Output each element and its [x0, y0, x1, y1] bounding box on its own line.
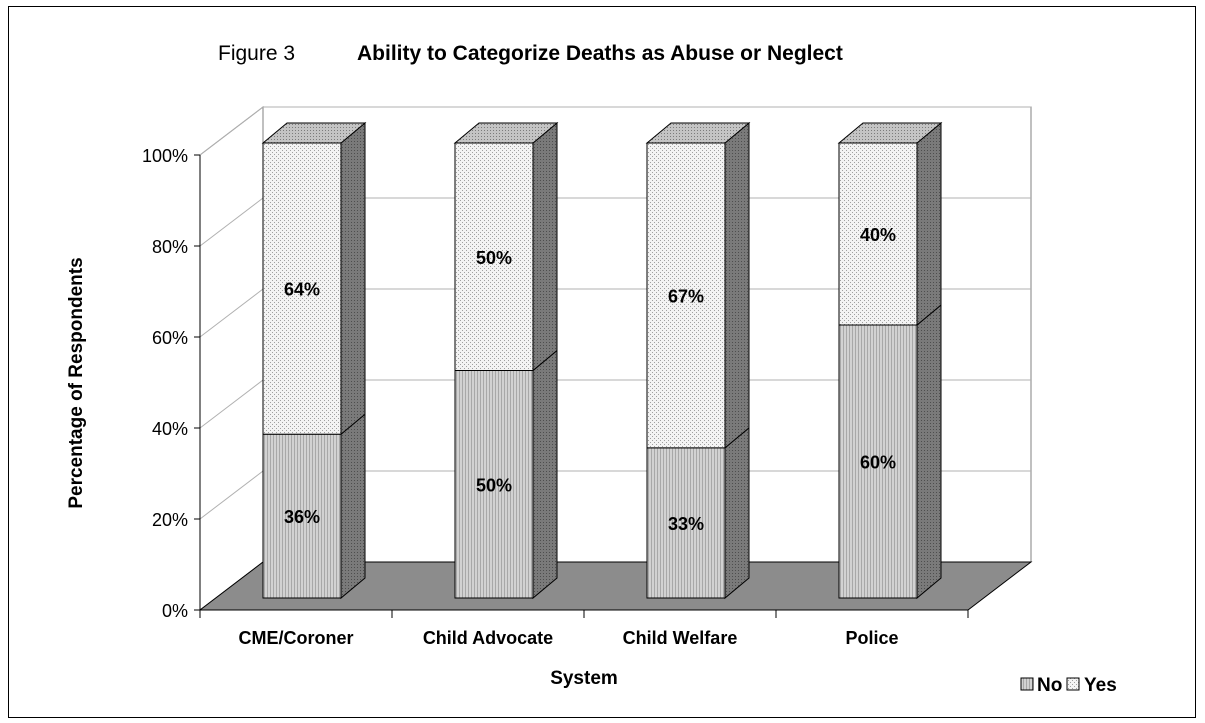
data-label: 60% — [860, 453, 896, 473]
bar-no-front — [262, 433, 342, 599]
bar-yes-side — [916, 121, 942, 327]
gridline-side — [199, 379, 264, 429]
legend-swatch-yes — [1066, 677, 1080, 691]
side-wall — [199, 105, 264, 612]
x-axis-title: System — [550, 668, 618, 689]
bar-no-front — [646, 447, 726, 599]
y-tick-label: 80% — [152, 237, 188, 257]
gridline-side — [199, 197, 264, 247]
bar-top — [837, 122, 943, 144]
data-label: 50% — [476, 475, 512, 495]
y-tick-label: 40% — [152, 419, 188, 439]
y-tick-label: 100% — [142, 146, 188, 166]
bar-yes-front — [262, 142, 342, 435]
bar-yes-side — [532, 121, 558, 372]
bar-yes-front — [838, 142, 918, 326]
y-tick-label: 20% — [152, 510, 188, 530]
bar-yes-side — [724, 121, 750, 449]
data-label: 36% — [284, 507, 320, 527]
data-label: 40% — [860, 225, 896, 245]
plot-area: 36% 64% 50% 50% 33% 67% 60% 40% — [198, 105, 1033, 612]
data-label: 50% — [476, 248, 512, 268]
legend-label-no: No — [1037, 675, 1062, 696]
gridline-side — [199, 288, 264, 338]
bar-yes-side — [340, 121, 366, 436]
gridline-side — [199, 106, 264, 156]
y-axis-title: Percentage of Respondents — [66, 257, 87, 508]
bar-no-front — [838, 324, 918, 599]
bar-no-front — [454, 370, 534, 599]
legend-label-yes: Yes — [1084, 675, 1117, 696]
x-tick-label: Child Welfare — [623, 628, 738, 648]
x-tick-label: CME/Coroner — [238, 628, 353, 648]
data-label: 64% — [284, 280, 320, 300]
y-tick-label: 60% — [152, 328, 188, 348]
bar-no-side — [724, 426, 750, 600]
y-tick-label: 0% — [162, 601, 188, 621]
legend: No Yes — [1020, 675, 1117, 696]
bar-top — [645, 122, 751, 144]
x-tick-label: Child Advocate — [423, 628, 553, 648]
figure-label: Figure 3 — [218, 42, 295, 65]
bar-top — [453, 122, 559, 144]
bar-no-side — [532, 349, 558, 600]
legend-swatch-no — [1020, 677, 1034, 691]
data-label: 33% — [668, 514, 704, 534]
y-axis: 0% 20% 40% 60% 80% 100% — [142, 146, 201, 621]
bar-no-side — [916, 303, 942, 600]
x-tick-label: Police — [845, 628, 898, 648]
bar-no-side — [340, 413, 366, 600]
bar-top — [261, 122, 367, 144]
gridline-side — [199, 470, 264, 520]
x-axis: CME/Coroner Child Advocate Child Welfare Po… — [199, 609, 969, 648]
chart-title: Ability to Categorize Deaths as Abuse or… — [357, 42, 843, 65]
data-label: 67% — [668, 286, 704, 306]
